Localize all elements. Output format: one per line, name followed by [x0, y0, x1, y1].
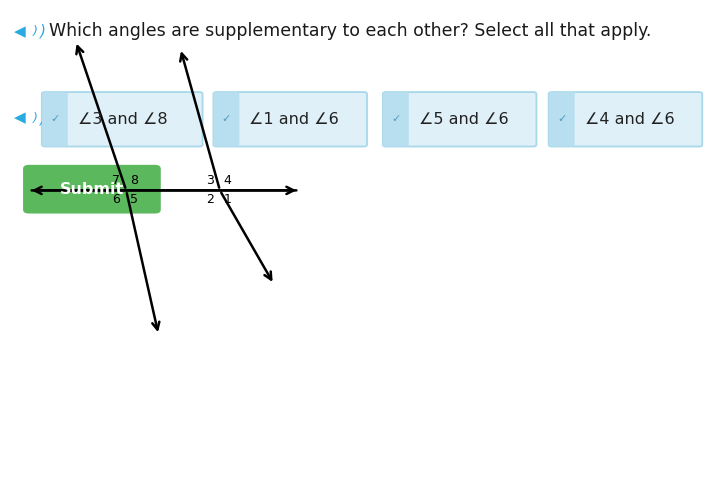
Text: ✓: ✓: [557, 114, 567, 124]
FancyBboxPatch shape: [549, 92, 575, 147]
Text: 6: 6: [112, 193, 120, 206]
FancyBboxPatch shape: [213, 92, 367, 147]
FancyBboxPatch shape: [549, 92, 702, 147]
Text: 2: 2: [206, 193, 214, 206]
Text: 7: 7: [112, 174, 120, 187]
Text: ∠1 and ∠6: ∠1 and ∠6: [249, 112, 339, 127]
Text: Submit: Submit: [60, 182, 124, 197]
FancyBboxPatch shape: [383, 92, 536, 147]
FancyBboxPatch shape: [23, 165, 161, 214]
FancyBboxPatch shape: [213, 92, 239, 147]
Text: ): ): [33, 112, 38, 124]
Text: ): ): [33, 25, 38, 38]
FancyBboxPatch shape: [383, 92, 409, 147]
Text: 3: 3: [206, 174, 214, 187]
FancyBboxPatch shape: [42, 92, 203, 147]
Text: ): ): [40, 110, 46, 126]
Text: ✓: ✓: [221, 114, 231, 124]
Text: ◀: ◀: [14, 24, 26, 39]
Text: 1: 1: [224, 193, 231, 206]
Text: ): ): [40, 24, 46, 39]
Text: ✓: ✓: [50, 114, 60, 124]
Text: 8: 8: [130, 174, 138, 187]
Text: Which angles are supplementary to each other? Select all that apply.: Which angles are supplementary to each o…: [49, 22, 651, 40]
Text: ∠4 and ∠6: ∠4 and ∠6: [585, 112, 674, 127]
Text: 5: 5: [130, 193, 138, 206]
Text: 4: 4: [224, 174, 231, 187]
Text: ◀: ◀: [14, 110, 26, 126]
Text: ∠5 and ∠6: ∠5 and ∠6: [419, 112, 508, 127]
Text: ✓: ✓: [391, 114, 401, 124]
FancyBboxPatch shape: [42, 92, 68, 147]
Text: ∠3 and ∠8: ∠3 and ∠8: [78, 112, 167, 127]
